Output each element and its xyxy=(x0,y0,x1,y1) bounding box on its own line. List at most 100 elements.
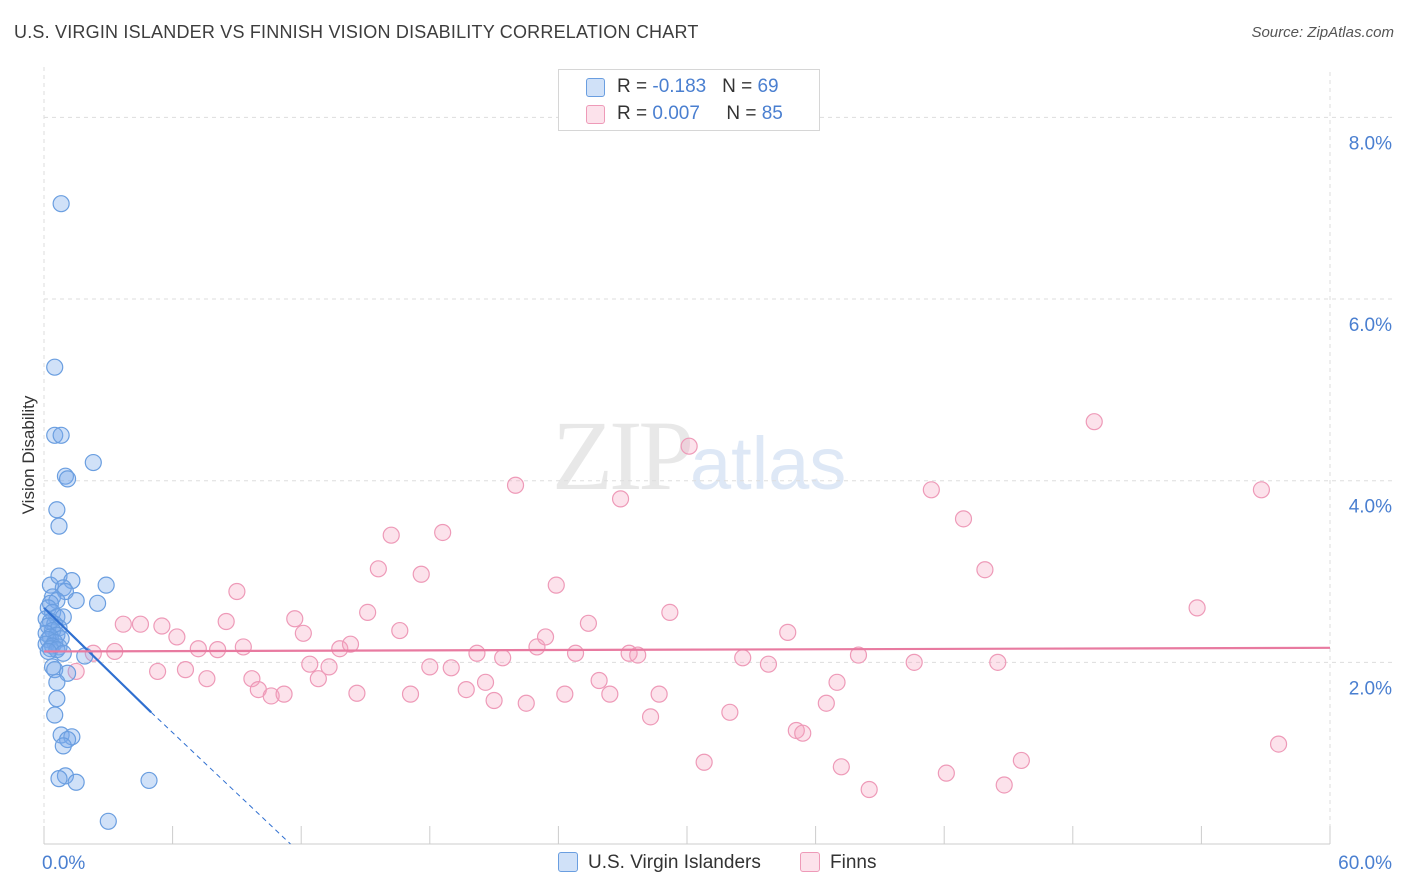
point-finn-65 xyxy=(817,694,835,712)
point-finn-67 xyxy=(832,758,850,776)
point-finn-10 xyxy=(198,670,216,688)
point-virgin-islander-7 xyxy=(48,501,66,519)
trendline-virgin-islanders-extension xyxy=(150,711,291,845)
point-finn-61 xyxy=(759,655,778,673)
point-finn-51 xyxy=(611,490,630,508)
point-finn-37 xyxy=(468,644,486,662)
correlation-legend: R = -0.183 N = 69 R = 0.007 N = 85 xyxy=(558,69,820,131)
point-finn-27 xyxy=(359,603,377,622)
watermark-zip: ZIP xyxy=(552,400,694,511)
trend-layer xyxy=(43,607,1331,845)
bottom-legend-label-1: U.S. Virgin Islanders xyxy=(588,852,761,873)
point-finn-66 xyxy=(828,673,846,691)
point-finn-13 xyxy=(228,582,246,601)
legend-r-value-2: 0.007 xyxy=(652,103,700,124)
x-tick-label-0: 0.0% xyxy=(42,853,85,874)
bottom-legend-label-2: Finns xyxy=(830,852,877,873)
point-finn-80 xyxy=(1252,481,1271,499)
point-virgin-islander-8 xyxy=(50,517,68,535)
point-virgin-islander-45 xyxy=(46,661,64,679)
point-finn-48 xyxy=(579,614,598,632)
point-finn-31 xyxy=(401,685,420,703)
legend-text-1: R = -0.183 N = 69 xyxy=(617,76,779,98)
point-virgin-islander-19 xyxy=(88,594,107,612)
point-finn-55 xyxy=(650,685,668,703)
legend-n-label-1: N = xyxy=(722,76,758,97)
point-finn-71 xyxy=(922,481,940,499)
legend-swatch-pink xyxy=(586,105,605,124)
point-finn-4 xyxy=(131,615,150,633)
bottom-legend-virgin-islanders: U.S. Virgin Islanders xyxy=(558,852,761,874)
legend-r-value-1: -0.183 xyxy=(652,76,707,97)
point-virgin-islander-0 xyxy=(52,195,70,213)
point-finn-59 xyxy=(721,703,739,721)
legend-swatch-blue xyxy=(586,78,605,97)
point-virgin-islander-47 xyxy=(48,673,66,691)
point-finn-49 xyxy=(590,671,608,690)
point-finn-62 xyxy=(779,623,797,641)
point-finn-68 xyxy=(849,646,868,664)
point-finn-20 xyxy=(294,624,312,642)
point-finn-0 xyxy=(67,662,85,681)
bottom-legend-finns: Finns xyxy=(800,852,876,874)
point-finn-42 xyxy=(517,694,535,712)
legend-n-value-1: 69 xyxy=(757,76,779,97)
point-finn-3 xyxy=(114,615,132,633)
point-finn-22 xyxy=(309,670,327,688)
point-finn-40 xyxy=(494,649,512,667)
point-virgin-islander-12 xyxy=(97,576,115,594)
point-finn-38 xyxy=(476,673,495,691)
x-tick-label-60: 60.0% xyxy=(1338,853,1392,874)
point-virgin-islander-55 xyxy=(50,770,68,788)
point-virgin-islander-56 xyxy=(67,773,85,791)
source-label: Source: ZipAtlas.com xyxy=(1251,24,1394,41)
point-finn-75 xyxy=(989,653,1007,671)
point-finn-54 xyxy=(641,708,660,726)
point-virgin-islander-11 xyxy=(63,572,81,590)
y-tick-label-2: 2.0% xyxy=(1349,678,1392,699)
point-finn-6 xyxy=(153,617,171,635)
point-finn-64 xyxy=(794,724,812,742)
point-virgin-islander-23 xyxy=(54,608,72,626)
legend-n-label-2: N = xyxy=(726,103,762,124)
point-finn-15 xyxy=(243,670,261,688)
point-finn-23 xyxy=(320,658,338,676)
bottom-legend-swatch-blue xyxy=(558,852,578,872)
point-finn-29 xyxy=(382,526,400,544)
point-finn-11 xyxy=(209,641,227,659)
point-finn-30 xyxy=(391,621,409,640)
point-virgin-islander-3 xyxy=(52,426,70,444)
point-finn-33 xyxy=(421,658,439,676)
point-finn-74 xyxy=(976,561,994,579)
point-finn-32 xyxy=(412,565,430,583)
grid-layer xyxy=(43,67,1392,844)
point-finn-77 xyxy=(1012,751,1030,770)
axis-layer xyxy=(43,826,1331,845)
point-finn-57 xyxy=(680,437,698,455)
chart-title: U.S. VIRGIN ISLANDER VS FINNISH VISION D… xyxy=(14,22,699,42)
point-finn-19 xyxy=(286,610,304,628)
point-finn-24 xyxy=(331,640,349,658)
point-finn-21 xyxy=(301,655,319,673)
point-finn-5 xyxy=(148,662,167,681)
bottom-legend-swatch-pink xyxy=(800,852,820,872)
point-virgin-islander-4 xyxy=(84,453,102,472)
points-layer xyxy=(37,195,1288,830)
point-finn-9 xyxy=(189,640,207,658)
point-virgin-islander-6 xyxy=(58,470,77,488)
point-virgin-islander-57 xyxy=(140,771,158,790)
point-finn-81 xyxy=(1269,735,1288,753)
point-finn-28 xyxy=(369,560,387,578)
point-virgin-islander-5 xyxy=(56,467,75,485)
point-finn-73 xyxy=(954,510,973,528)
point-finn-7 xyxy=(168,628,186,646)
point-finn-36 xyxy=(457,680,475,699)
point-virgin-islander-42 xyxy=(54,644,72,662)
point-finn-41 xyxy=(506,476,525,494)
legend-n-value-2: 85 xyxy=(761,103,783,124)
point-virgin-islander-49 xyxy=(46,706,64,724)
point-finn-69 xyxy=(860,780,878,799)
point-finn-8 xyxy=(176,661,195,679)
point-finn-34 xyxy=(434,523,452,542)
